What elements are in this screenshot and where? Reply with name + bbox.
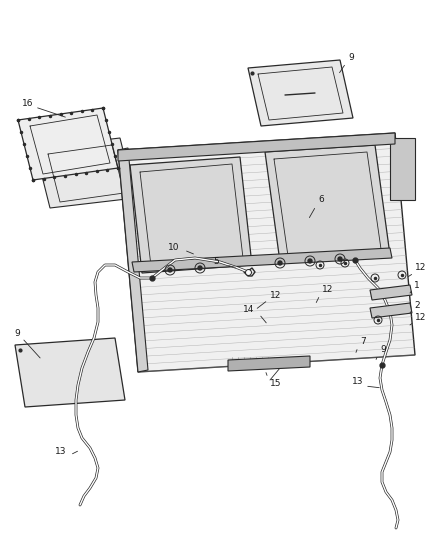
- Text: 1: 1: [414, 280, 420, 289]
- Polygon shape: [248, 60, 353, 126]
- Text: 12: 12: [322, 286, 333, 295]
- Polygon shape: [228, 356, 310, 371]
- Polygon shape: [35, 138, 135, 208]
- Polygon shape: [132, 248, 392, 272]
- Polygon shape: [390, 138, 415, 200]
- Text: 2: 2: [414, 301, 420, 310]
- Text: 15: 15: [270, 379, 282, 389]
- Circle shape: [198, 266, 202, 270]
- Text: 13: 13: [352, 377, 364, 386]
- Text: 9: 9: [14, 328, 20, 337]
- Text: 12: 12: [415, 263, 426, 272]
- Text: 5: 5: [213, 257, 219, 266]
- Polygon shape: [370, 285, 412, 300]
- Polygon shape: [15, 338, 125, 407]
- Polygon shape: [118, 133, 395, 161]
- Text: 13: 13: [55, 448, 67, 456]
- Circle shape: [278, 261, 282, 265]
- Circle shape: [338, 257, 342, 261]
- Circle shape: [168, 268, 172, 272]
- Circle shape: [308, 259, 312, 263]
- Polygon shape: [118, 148, 148, 372]
- Text: 12: 12: [270, 290, 281, 300]
- Polygon shape: [370, 303, 412, 318]
- Text: 16: 16: [22, 99, 33, 108]
- Text: 14: 14: [243, 305, 254, 314]
- Text: 10: 10: [168, 244, 180, 253]
- Polygon shape: [265, 145, 390, 262]
- Text: 7: 7: [360, 337, 366, 346]
- Text: 9: 9: [348, 53, 354, 62]
- Polygon shape: [130, 157, 252, 273]
- Text: 6: 6: [318, 196, 324, 205]
- Text: 9: 9: [380, 345, 386, 354]
- Polygon shape: [118, 133, 415, 372]
- Text: 12: 12: [415, 313, 426, 322]
- Polygon shape: [18, 108, 118, 180]
